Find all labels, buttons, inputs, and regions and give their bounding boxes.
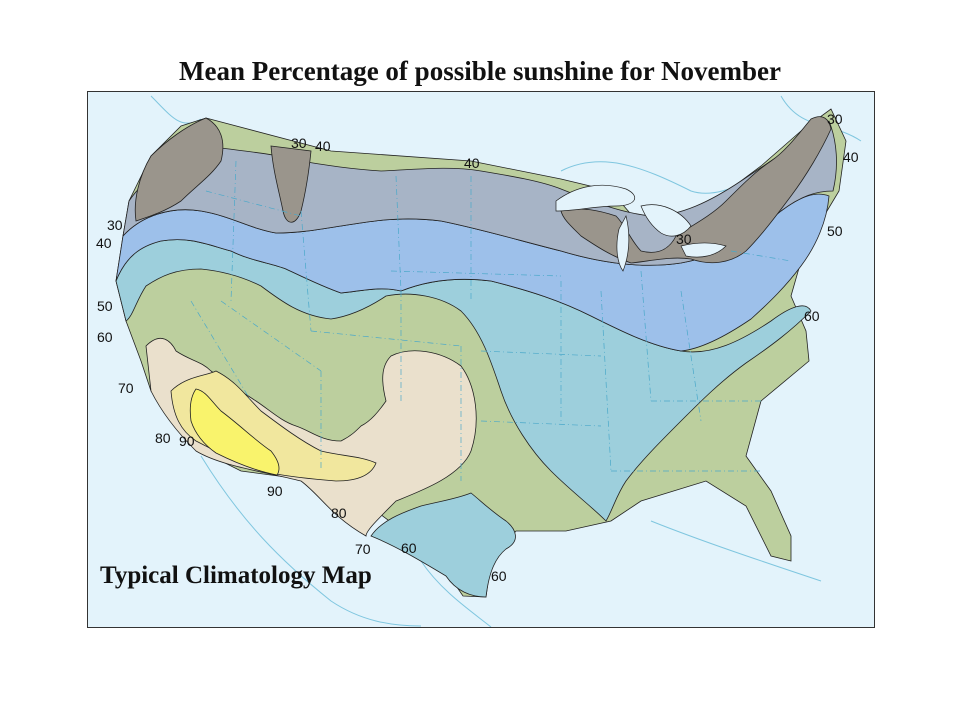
contour-label-60-va: 60 (804, 308, 820, 324)
contour-label-70-tx: 70 (355, 541, 371, 557)
contour-label-40-nd: 40 (464, 155, 480, 171)
contour-label-50-ne: 50 (827, 223, 843, 239)
zone-30-great-lakes (560, 116, 832, 264)
contour-label-30-wa: 30 (291, 135, 307, 151)
contour-label-30-mi: 30 (676, 231, 692, 247)
map-title: Mean Percentage of possible sunshine for… (179, 56, 781, 86)
zone-30-pacific-nw (134, 117, 224, 222)
zone-90-plus (189, 388, 280, 476)
contour-label-40-or: 40 (96, 235, 112, 251)
contour-label-90-ca: 90 (179, 433, 195, 449)
contour-label-30-me: 30 (827, 111, 843, 127)
map-canvas: 30 40 40 30 40 50 60 70 80 90 90 80 70 6… (88, 92, 874, 627)
sunshine-map: 30 40 40 30 40 50 60 70 80 90 90 80 70 6… (87, 91, 875, 628)
contour-label-80-ca: 80 (155, 430, 171, 446)
contour-label-70-ca: 70 (118, 380, 134, 396)
contour-label-60-ca: 60 (97, 329, 113, 345)
zone-30-montana (270, 145, 312, 223)
contour-label-40-me: 40 (843, 149, 859, 165)
contour-labels: 30 40 40 30 40 50 60 70 80 90 90 80 70 6… (96, 111, 859, 584)
state-borders (190, 160, 792, 481)
great-lakes (555, 184, 727, 272)
contour-label-40-wa: 40 (315, 138, 331, 154)
contour-label-50-ca: 50 (97, 298, 113, 314)
contour-label-60-tx: 60 (401, 540, 417, 556)
contour-label-30-or: 30 (107, 217, 123, 233)
contour-label-90-az: 90 (267, 483, 283, 499)
map-caption: Typical Climatology Map (100, 562, 372, 589)
contour-label-80-nm: 80 (331, 505, 347, 521)
contour-label-60-gulf: 60 (491, 568, 507, 584)
zone-60-texas (370, 492, 516, 598)
